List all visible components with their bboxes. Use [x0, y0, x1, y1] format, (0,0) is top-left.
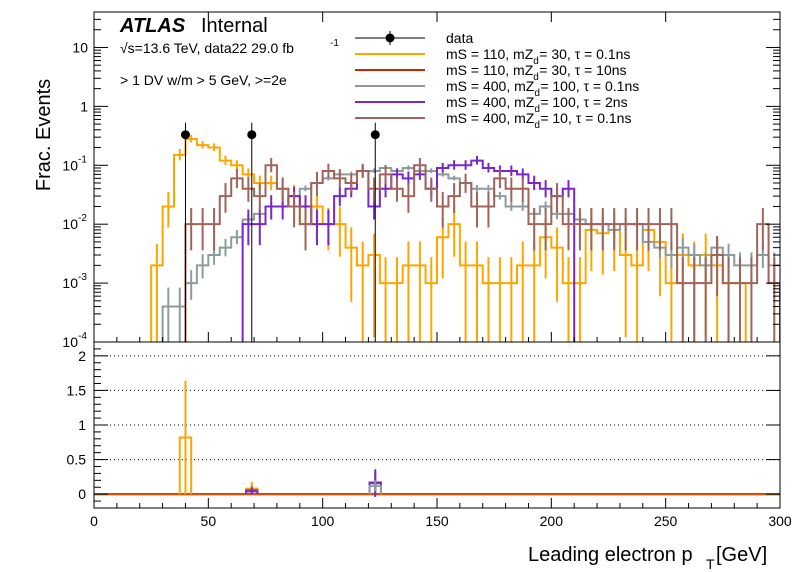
series-1 [161, 165, 780, 342]
legend-label: mS = 400, mZ [446, 110, 535, 126]
y-tick-exponent-top: -3 [78, 272, 87, 283]
x-tick-label: 250 [654, 513, 678, 529]
data-points-layer [180, 122, 380, 342]
x-tick-label: 50 [201, 513, 217, 529]
legend-label: mS = 110, mZ [446, 62, 534, 78]
legend-label-sub: d [533, 56, 539, 67]
legend-label: mS = 110, mZ [446, 46, 534, 62]
status-label: Internal [201, 15, 268, 37]
legend-label-rest: = 30, τ = 10ns [539, 62, 626, 78]
data-point [370, 130, 380, 140]
data-point [247, 130, 257, 140]
y-tick-label-bottom: 2 [78, 348, 86, 364]
series-layer [150, 134, 780, 342]
x-tick-label: 300 [768, 513, 792, 529]
ratio-layer [94, 380, 780, 497]
legend-label-rest: = 30, τ = 0.1ns [539, 46, 630, 62]
y-tick-exponent-top: -4 [78, 331, 87, 342]
energy-label: √s=13.6 TeV, data22 29.0 fb [120, 40, 294, 56]
legend-label-sub: d [534, 104, 540, 115]
series-3 [184, 157, 780, 342]
legend-label-sub: d [533, 72, 539, 83]
y-tick-label-top: 10 [72, 39, 88, 55]
legend-label-sub: d [534, 88, 540, 99]
legend-label-rest: = 100, τ = 0.1ns [540, 78, 639, 94]
x-axis-title-sub: T [706, 556, 715, 572]
lumi-exponent: -1 [330, 38, 339, 49]
y-tick-label-bottom: 1.5 [67, 382, 87, 398]
y-tick-label-top: 10 [62, 157, 78, 173]
legend-label: data [446, 30, 473, 46]
x-tick-label: 150 [425, 513, 449, 529]
y-tick-label-bottom: 0 [78, 486, 86, 502]
x-axis-title: Leading electron p [528, 544, 693, 566]
x-axis-title-unit: [GeV] [716, 544, 767, 566]
legend-label-rest: = 10, τ = 0.1ns [540, 110, 631, 126]
series-step-line [184, 164, 780, 342]
legend-label: mS = 400, mZ [446, 94, 535, 110]
y-tick-label-top: 10 [62, 275, 78, 291]
x-tick-label: 0 [90, 513, 98, 529]
y-tick-label-top: 1 [80, 98, 88, 114]
data-point [180, 130, 190, 140]
ratio-grid [94, 355, 780, 495]
y-tick-exponent-top: -1 [78, 154, 87, 165]
y-tick-label-top: 10 [62, 216, 78, 232]
y-tick-exponent-top: -2 [78, 213, 87, 224]
y-tick-label-top: 10 [62, 334, 78, 350]
legend-label: mS = 400, mZ [446, 78, 535, 94]
x-tick-label: 100 [311, 513, 335, 529]
atlas-label: ATLAS [119, 15, 186, 37]
y-tick-label-bottom: 0.5 [67, 452, 87, 468]
y-tick-label-bottom: 1 [78, 417, 86, 433]
y-axis-title: Frac. Events [33, 79, 55, 191]
bottom-panel-frame [93, 341, 781, 509]
series-step-line [150, 137, 747, 342]
selection-label: > 1 DV w/m > 5 GeV, >=2e [120, 72, 287, 88]
legend-label-rest: = 100, τ = 2ns [540, 94, 627, 110]
x-tick-label: 200 [540, 513, 564, 529]
legend-label-sub: d [534, 120, 540, 131]
